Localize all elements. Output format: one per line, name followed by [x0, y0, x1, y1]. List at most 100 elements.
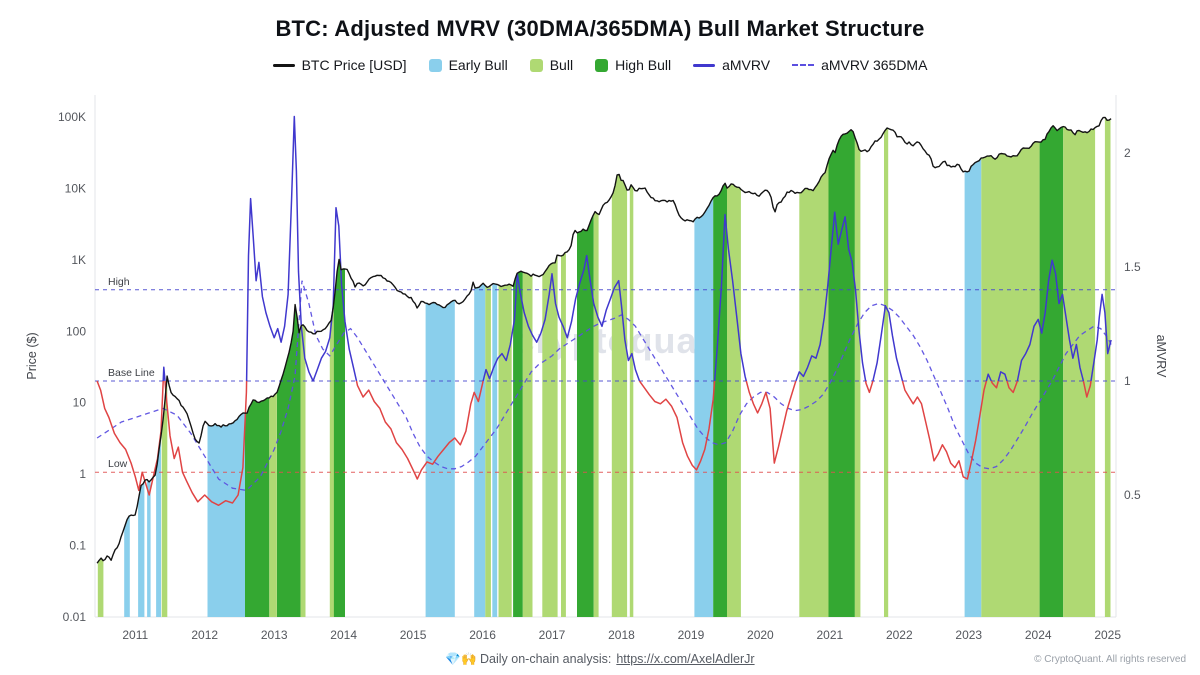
bull-bull-band — [629, 117, 634, 617]
high-bull-band — [333, 117, 345, 617]
early-bull-band — [964, 117, 982, 617]
early-bull-band — [207, 117, 245, 617]
early-bull-band — [156, 117, 161, 617]
amvrv-swatch-icon — [693, 63, 716, 67]
high-bull-band — [1039, 117, 1064, 617]
bull-bull-band — [485, 117, 491, 617]
bull-swatch-icon — [529, 58, 543, 72]
footer-text: 💎🙌 Daily on-chain analysis: — [445, 652, 612, 666]
bull-bull-band — [611, 117, 628, 617]
bull-bull-band — [269, 117, 277, 617]
amvrv-line-below-baseline — [638, 380, 716, 471]
footer: 💎🙌 Daily on-chain analysis: https://x.com… — [0, 652, 1200, 667]
price-axis-title: Price ($) — [25, 332, 39, 379]
btc-price-usd-label: BTC Price [USD] — [301, 57, 407, 73]
bull-bull-band — [498, 117, 512, 617]
amvrv-line — [713, 213, 748, 382]
bull-bull-band — [727, 117, 741, 617]
price-tick-label: 0.01 — [63, 610, 87, 624]
price-tick-label: 100 — [66, 324, 86, 338]
legend: BTC Price [USD] Early Bull Bull High Bull aM… — [0, 57, 1200, 73]
amvrv-line — [985, 373, 992, 382]
amvrv-line-below-baseline — [864, 380, 874, 394]
bull-bull-band — [161, 117, 168, 617]
year-tick-label: 2013 — [261, 628, 288, 642]
amvrv-axis-title: aMVRV — [1154, 335, 1168, 379]
bull-bull-band — [981, 117, 1040, 617]
high-bull-band — [577, 117, 594, 617]
early-bull-band — [425, 117, 455, 617]
early-bull-band — [694, 117, 714, 617]
early-bull-band — [492, 117, 498, 617]
high-bull-band — [245, 117, 270, 617]
high-bull-swatch-icon — [595, 58, 609, 72]
legend-item-bull[interactable]: Bull — [529, 57, 574, 73]
amvrv-tick-label: 2 — [1124, 146, 1131, 160]
amvrv-line — [872, 305, 904, 382]
year-tick-label: 2024 — [1025, 628, 1052, 642]
amvrv-line-below-baseline — [1006, 380, 1019, 394]
amvrv-tick-label: 0.5 — [1124, 488, 1141, 502]
amvrv-365dma-line — [96, 280, 1112, 492]
bull-bull-band — [300, 117, 306, 617]
high-bull-label: High Bull — [615, 57, 672, 73]
amvrv-line — [162, 366, 166, 382]
early-bull-band — [147, 117, 151, 617]
legend-item-high-bull[interactable]: High Bull — [595, 57, 671, 73]
early-bull-band — [124, 117, 130, 617]
btc-price-usd-swatch-icon — [272, 63, 295, 67]
bull-bull-band — [593, 117, 599, 617]
price-tick-label: 100K — [58, 110, 86, 124]
amvrv-line-below-baseline — [1082, 380, 1092, 398]
year-tick-label: 2015 — [400, 628, 427, 642]
bull-bull-band — [799, 117, 829, 617]
bull-bull-band — [561, 117, 566, 617]
year-tick-label: 2019 — [678, 628, 705, 642]
year-tick-label: 2016 — [469, 628, 496, 642]
ref-label: Base Line — [108, 367, 155, 379]
bull-bull-band — [1104, 117, 1111, 617]
amvrv-line-below-baseline — [745, 380, 797, 464]
year-tick-label: 2022 — [886, 628, 913, 642]
early-bull-label: Early Bull — [448, 57, 508, 73]
price-tick-label: 10K — [65, 181, 86, 195]
amvrv-line — [997, 371, 1008, 382]
amvrv-line-below-baseline — [901, 380, 988, 480]
chart-title: BTC: Adjusted MVRV (30DMA/365DMA) Bull M… — [275, 16, 925, 41]
amvrv-line-below-baseline — [96, 380, 164, 496]
phase-bands-layer — [97, 117, 1111, 617]
high-bull-band — [828, 117, 855, 617]
amvrv-365dma-label: aMVRV 365DMA — [821, 57, 928, 73]
footer-link[interactable]: https://x.com/AxelAdlerJr — [616, 652, 755, 666]
early-bull-swatch-icon — [428, 58, 442, 72]
bull-bull-band — [97, 117, 104, 617]
legend-item-amvrv[interactable]: aMVRV — [693, 57, 770, 73]
legend-item-btc-price-usd[interactable]: BTC Price [USD] — [272, 57, 407, 73]
year-tick-label: 2020 — [747, 628, 774, 642]
early-bull-band — [474, 117, 486, 617]
bull-bull-band — [884, 117, 889, 617]
amvrv-tick-label: 1.5 — [1124, 260, 1141, 274]
ref-label: Low — [108, 458, 128, 470]
amvrv-line — [1090, 293, 1112, 382]
legend-item-early-bull[interactable]: Early Bull — [428, 57, 508, 73]
year-tick-label: 2023 — [955, 628, 982, 642]
amvrv-line-below-baseline — [164, 380, 248, 507]
year-tick-label: 2011 — [122, 628, 148, 642]
high-bull-band — [713, 117, 728, 617]
bull-bull-band — [522, 117, 533, 617]
amvrv-line-below-baseline — [990, 380, 1000, 389]
price-tick-label: 10 — [73, 396, 87, 410]
legend-item-amvrv-365dma[interactable]: aMVRV 365DMA — [792, 57, 927, 73]
bull-bull-band — [1063, 117, 1096, 617]
amvrv-365dma-swatch-icon — [792, 64, 815, 66]
bull-bull-band — [854, 117, 861, 617]
high-bull-band — [513, 117, 523, 617]
copyright-note: © CryptoQuant. All rights reserved — [1034, 654, 1186, 665]
year-tick-label: 2025 — [1094, 628, 1121, 642]
bull-label: Bull — [549, 57, 574, 73]
price-tick-label: 0.1 — [69, 539, 86, 553]
amvrv-line — [482, 254, 641, 382]
